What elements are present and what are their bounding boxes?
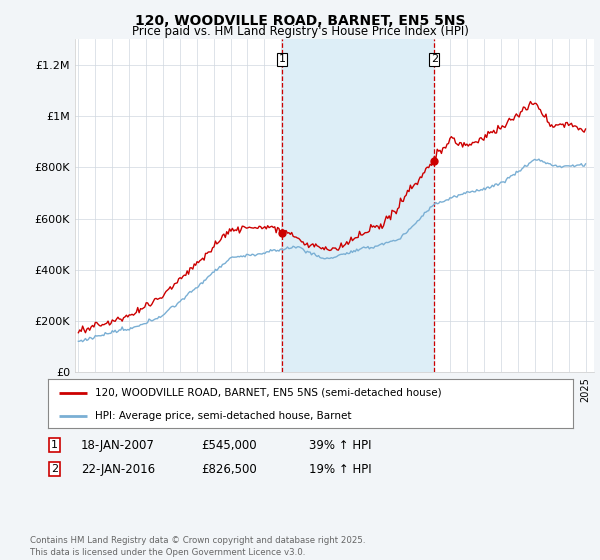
Text: 2: 2: [431, 54, 438, 64]
Bar: [282, 39, 434, 372]
Text: 39% ↑ HPI: 39% ↑ HPI: [309, 438, 371, 452]
Text: Contains HM Land Registry data © Crown copyright and database right 2025.
This d: Contains HM Land Registry data © Crown c…: [30, 536, 365, 557]
Text: 1: 1: [278, 54, 286, 64]
Text: 18-JAN-2007: 18-JAN-2007: [81, 438, 155, 452]
Text: HPI: Average price, semi-detached house, Barnet: HPI: Average price, semi-detached house,…: [95, 411, 352, 421]
Text: 120, WOODVILLE ROAD, BARNET, EN5 5NS: 120, WOODVILLE ROAD, BARNET, EN5 5NS: [135, 14, 465, 28]
Text: £545,000: £545,000: [201, 438, 257, 452]
Text: 19% ↑ HPI: 19% ↑ HPI: [309, 463, 371, 476]
Text: 2: 2: [51, 464, 58, 474]
Text: Price paid vs. HM Land Registry's House Price Index (HPI): Price paid vs. HM Land Registry's House …: [131, 25, 469, 38]
Text: 22-JAN-2016: 22-JAN-2016: [81, 463, 155, 476]
Text: £826,500: £826,500: [201, 463, 257, 476]
Text: 1: 1: [51, 440, 58, 450]
Text: 120, WOODVILLE ROAD, BARNET, EN5 5NS (semi-detached house): 120, WOODVILLE ROAD, BARNET, EN5 5NS (se…: [95, 388, 442, 398]
